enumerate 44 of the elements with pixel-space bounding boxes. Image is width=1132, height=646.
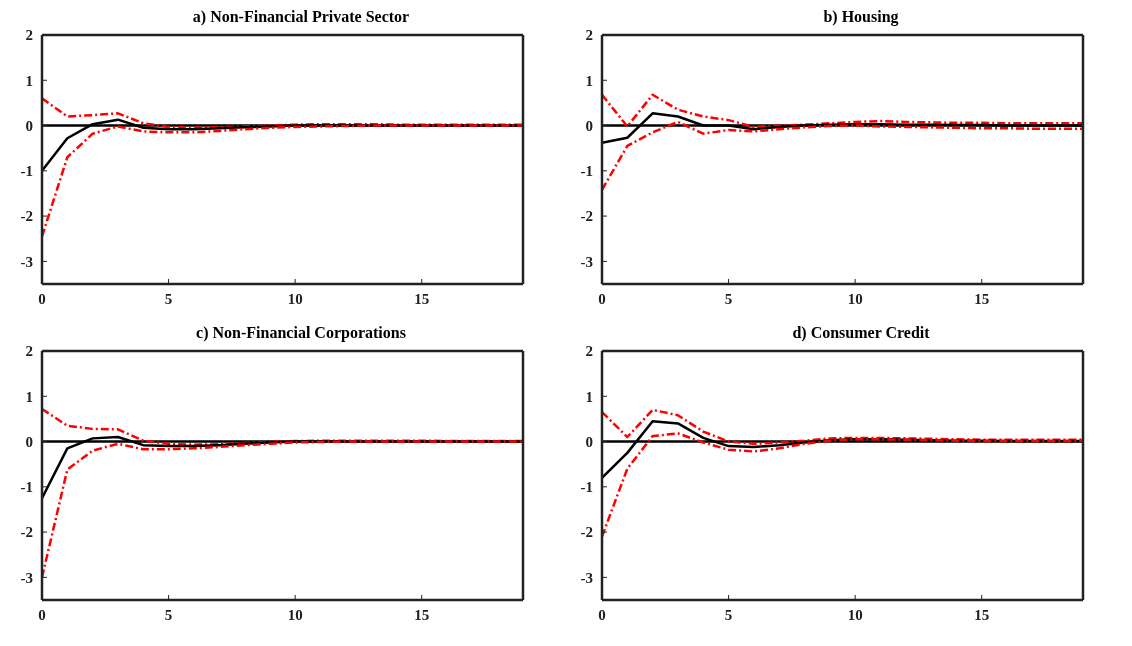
y-tick-label: -1 bbox=[580, 163, 593, 180]
y-tick-label: 1 bbox=[25, 72, 33, 89]
chart-title: c) Non-Financial Corporations bbox=[195, 324, 407, 344]
x-tick-label: 0 bbox=[38, 606, 46, 623]
x-tick-label: 0 bbox=[598, 606, 606, 623]
x-tick-label: 5 bbox=[724, 290, 733, 307]
y-tick-label: 2 bbox=[25, 27, 33, 44]
y-tick-label: -2 bbox=[20, 524, 33, 541]
chart-title: b) Housing bbox=[822, 8, 900, 28]
x-tick-label: 10 bbox=[847, 290, 863, 307]
x-tick-label: 5 bbox=[164, 606, 173, 623]
y-tick-label: 1 bbox=[25, 388, 33, 405]
y-tick-label: -1 bbox=[580, 479, 593, 496]
x-tick-label: 10 bbox=[287, 290, 303, 307]
y-tick-label: -3 bbox=[580, 569, 593, 586]
y-tick-label: -2 bbox=[580, 524, 593, 541]
y-tick-label: -3 bbox=[20, 569, 33, 586]
y-tick-label: -3 bbox=[580, 253, 593, 270]
x-tick-label: 10 bbox=[287, 606, 303, 623]
y-tick-label: -1 bbox=[20, 479, 33, 496]
x-tick-label: 10 bbox=[847, 606, 863, 623]
x-tick-label: 15 bbox=[414, 290, 430, 307]
y-tick-label: 0 bbox=[585, 433, 593, 450]
chart-title: d) Consumer Credit bbox=[791, 324, 931, 343]
y-tick-label: -3 bbox=[20, 253, 33, 270]
y-tick-label: 2 bbox=[585, 343, 593, 360]
x-tick-label: 15 bbox=[414, 606, 430, 623]
y-tick-label: -1 bbox=[20, 163, 33, 180]
y-tick-label: 1 bbox=[585, 388, 593, 405]
y-tick-label: 0 bbox=[25, 433, 33, 450]
x-tick-label: 0 bbox=[598, 290, 606, 307]
y-tick-label: -2 bbox=[20, 208, 33, 225]
x-tick-label: 15 bbox=[974, 290, 990, 307]
y-tick-label: 1 bbox=[585, 72, 593, 89]
y-tick-label: -2 bbox=[580, 208, 593, 225]
x-tick-label: 15 bbox=[974, 606, 990, 623]
y-tick-label: 0 bbox=[25, 117, 33, 134]
chart-title: a) Non-Financial Private Sector bbox=[191, 8, 411, 28]
y-tick-label: 2 bbox=[25, 343, 33, 360]
x-tick-label: 5 bbox=[164, 290, 173, 307]
y-tick-label: 2 bbox=[585, 27, 593, 44]
x-tick-label: 5 bbox=[724, 606, 733, 623]
y-tick-label: 0 bbox=[585, 117, 593, 134]
x-tick-label: 0 bbox=[38, 290, 46, 307]
